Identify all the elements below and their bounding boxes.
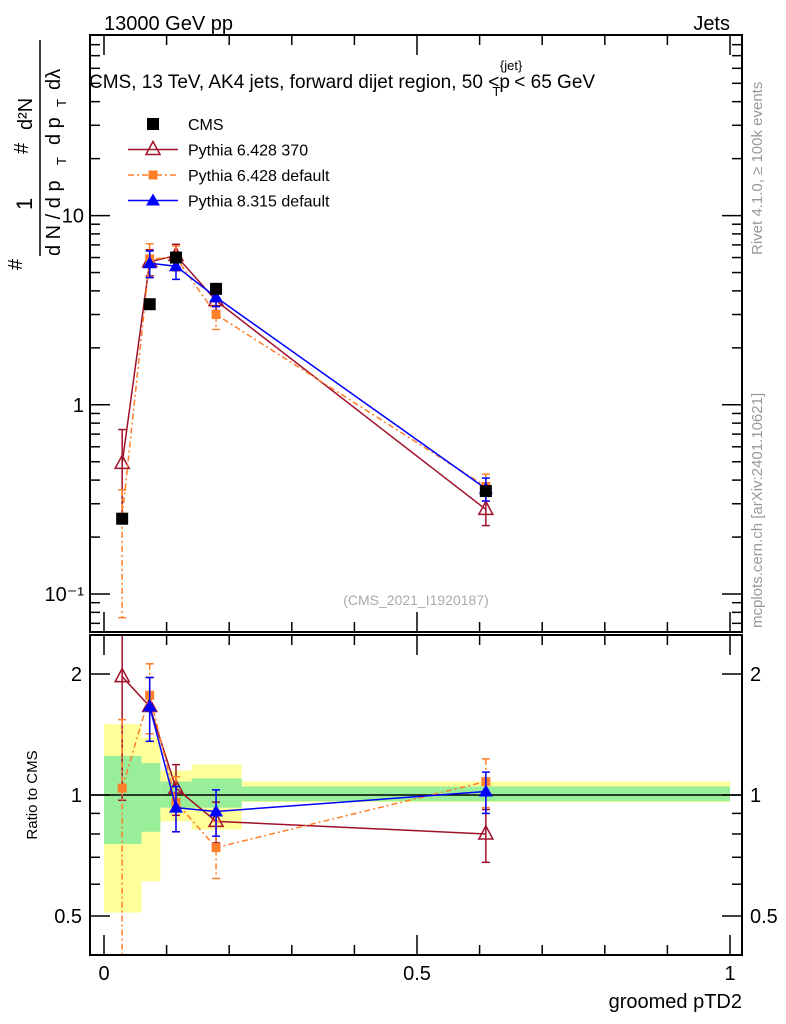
rivet-label: Rivet 4.1.0, ≥ 100k events [749,82,766,255]
ratio-y-tick-label: 2 [750,664,761,686]
analysis-watermark: (CMS_2021_I1920187) [343,592,489,608]
main-series-pythia-6-428-default [117,242,491,619]
legend: CMS Pythia 6.428 370 Pythia 6.428 default P… [128,117,330,211]
legend-label: Pythia 8.315 default [188,194,330,211]
main-point [168,259,183,272]
main-point [479,485,492,498]
main-series-cms [116,251,492,525]
y-tick-label: 1 [73,395,84,417]
main-point [211,310,221,320]
main-point [169,251,182,264]
main-line [149,262,487,490]
legend-label: CMS [188,117,224,134]
ratio-point [117,783,127,793]
svg-text:dλ: dλ [43,69,65,90]
main-point [210,282,223,295]
ratio-line [148,706,486,813]
main-point [209,290,224,303]
y-tick-label: 10⁻¹ [45,584,85,606]
legend-marker [147,118,159,130]
x-tick-label: 0.5 [403,963,431,985]
x-tick-label: 1 [724,963,735,985]
main-series-pythia-8-315-default [142,250,493,502]
main-line [121,256,487,518]
svg-text:#: # [11,142,33,154]
ratio-band-green [141,763,161,832]
header-right: Jets [693,13,730,35]
mcplots-label: mcplots.cern.ch [arXiv:2401.10621] [749,393,766,628]
ratio-point [168,800,183,813]
ratio-point [211,843,221,853]
x-axis-label: groomed pTD2 [609,991,742,1013]
ratio-point [477,824,495,840]
svg-text:1: 1 [12,198,37,210]
main-point [113,453,131,470]
legend-marker [146,193,160,206]
ratio-y-tick-label: 0.5 [750,906,778,928]
ratio-y-tick-label: 1 [750,785,761,807]
svg-text:d p: d p [43,117,65,145]
svg-text:T: T [54,99,69,107]
y-tick-label: 10 [62,206,84,228]
ratio-y-axis-label: Ratio to CMS [24,750,41,839]
ratio-y-tick-label: 0.5 [54,906,82,928]
legend-entry: Pythia 8.315 default [128,193,330,211]
y-axis-label: # 1 d N / d p T # d²N d p T dλ [5,40,69,270]
main-series-pythia-6-428-370 [113,243,495,527]
ratio-y-tick-label: 2 [71,664,82,686]
main-plot-frame [89,34,743,633]
ratio-y-tick-label: 1 [71,785,82,807]
legend-entry: Pythia 6.428 default [128,168,330,185]
svg-text:T: T [54,157,69,165]
svg-text:d N / d p: d N / d p [43,180,65,256]
main-line [121,254,487,511]
plot-title: CMS, 13 TeV, AK4 jets, forward dijet reg… [89,58,595,99]
ratio-series-pythia-8-315-default [142,676,493,837]
svg-text:d²N: d²N [15,98,37,130]
ratio-point [478,784,493,797]
ratio-point [113,667,131,683]
main-point [142,256,157,269]
legend-entry: Pythia 6.428 370 [128,139,308,160]
main-point [143,298,156,311]
ratio-series-pythia-6-428-370 [113,634,495,864]
x-tick-label: 0 [98,963,109,985]
legend-marker [148,170,158,180]
legend-entry: CMS [147,117,224,134]
main-point [116,512,129,525]
header-left: 13000 GeV pp [104,13,233,35]
legend-marker [144,139,162,156]
ratio-point [209,804,224,817]
main-point [477,499,495,516]
legend-label: Pythia 6.428 370 [188,143,308,160]
svg-text:#: # [5,258,27,270]
legend-label: Pythia 6.428 default [188,168,330,185]
ratio-point [142,699,157,712]
